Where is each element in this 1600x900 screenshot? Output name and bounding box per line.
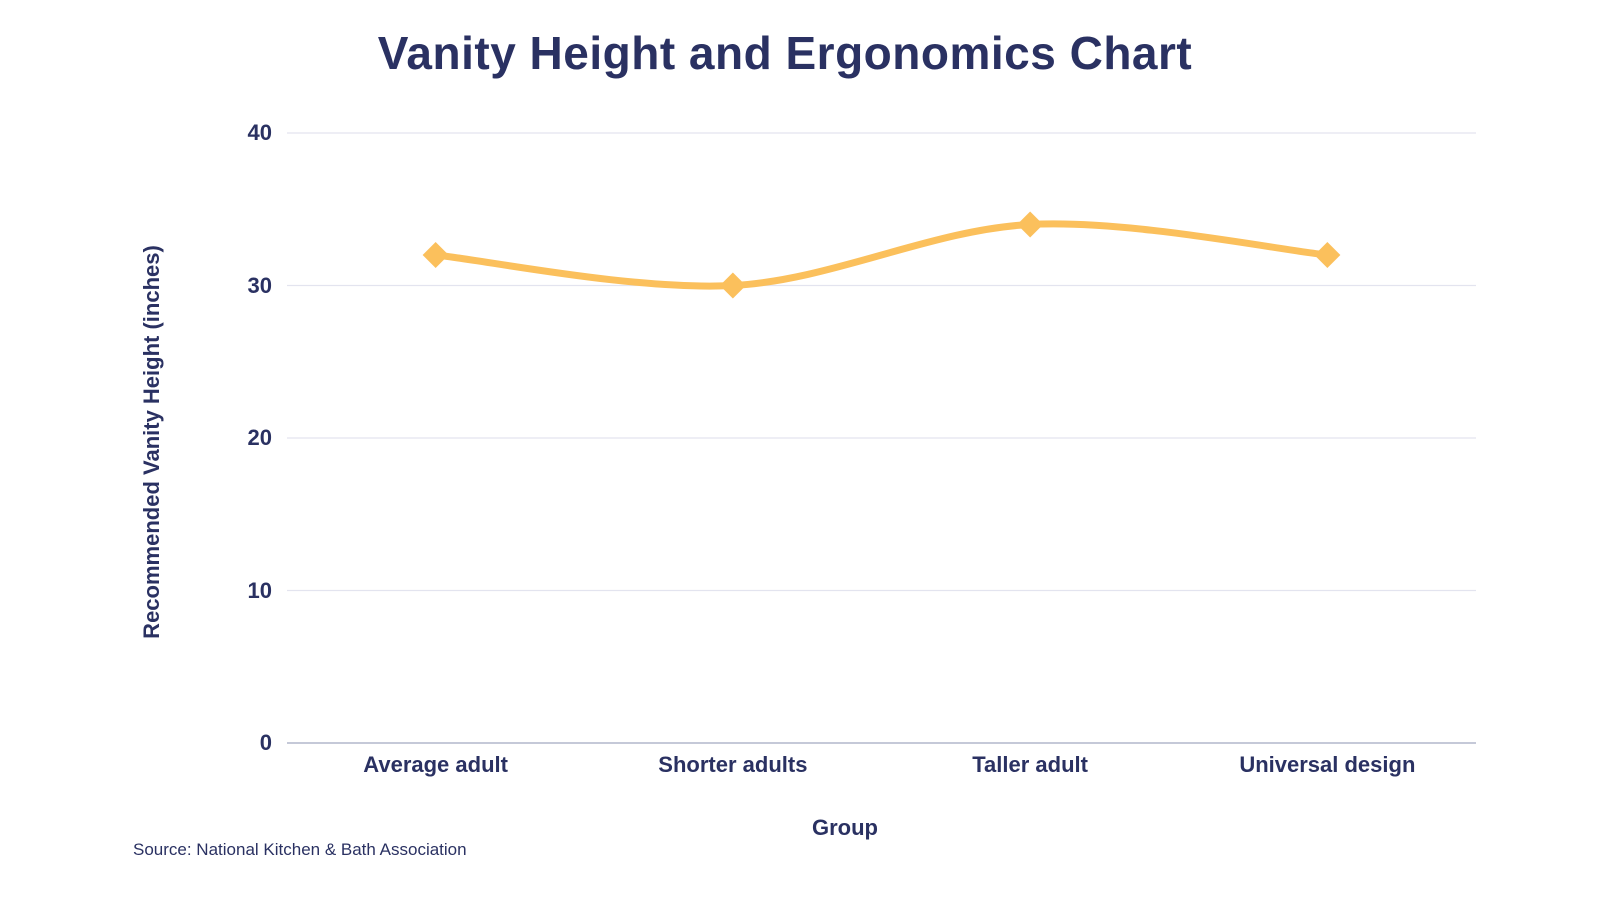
x-tick-label: Universal design [1239,752,1416,777]
y-tick-label: 40 [247,120,272,145]
x-tick-label: Average adult [363,752,508,777]
y-tick-label: 30 [247,272,272,298]
y-tick-label: 10 [247,577,272,603]
data-point-marker [1017,211,1044,238]
y-axis-title: Recommended Vanity Height (inches) [139,245,164,639]
x-tick-label: Taller adult [972,752,1088,777]
x-tick-label: Shorter adults [658,752,808,777]
y-tick-label: 0 [259,730,272,755]
source-note: Source: National Kitchen & Bath Associat… [133,840,467,859]
y-tick-label: 20 [247,425,272,450]
chart-title: Vanity Height and Ergonomics Chart [377,27,1193,79]
x-axis-title: Group [812,815,878,840]
data-line [432,220,1331,290]
data-point-marker [1314,242,1341,268]
data-point-marker [719,272,746,299]
data-point-marker [422,242,449,268]
